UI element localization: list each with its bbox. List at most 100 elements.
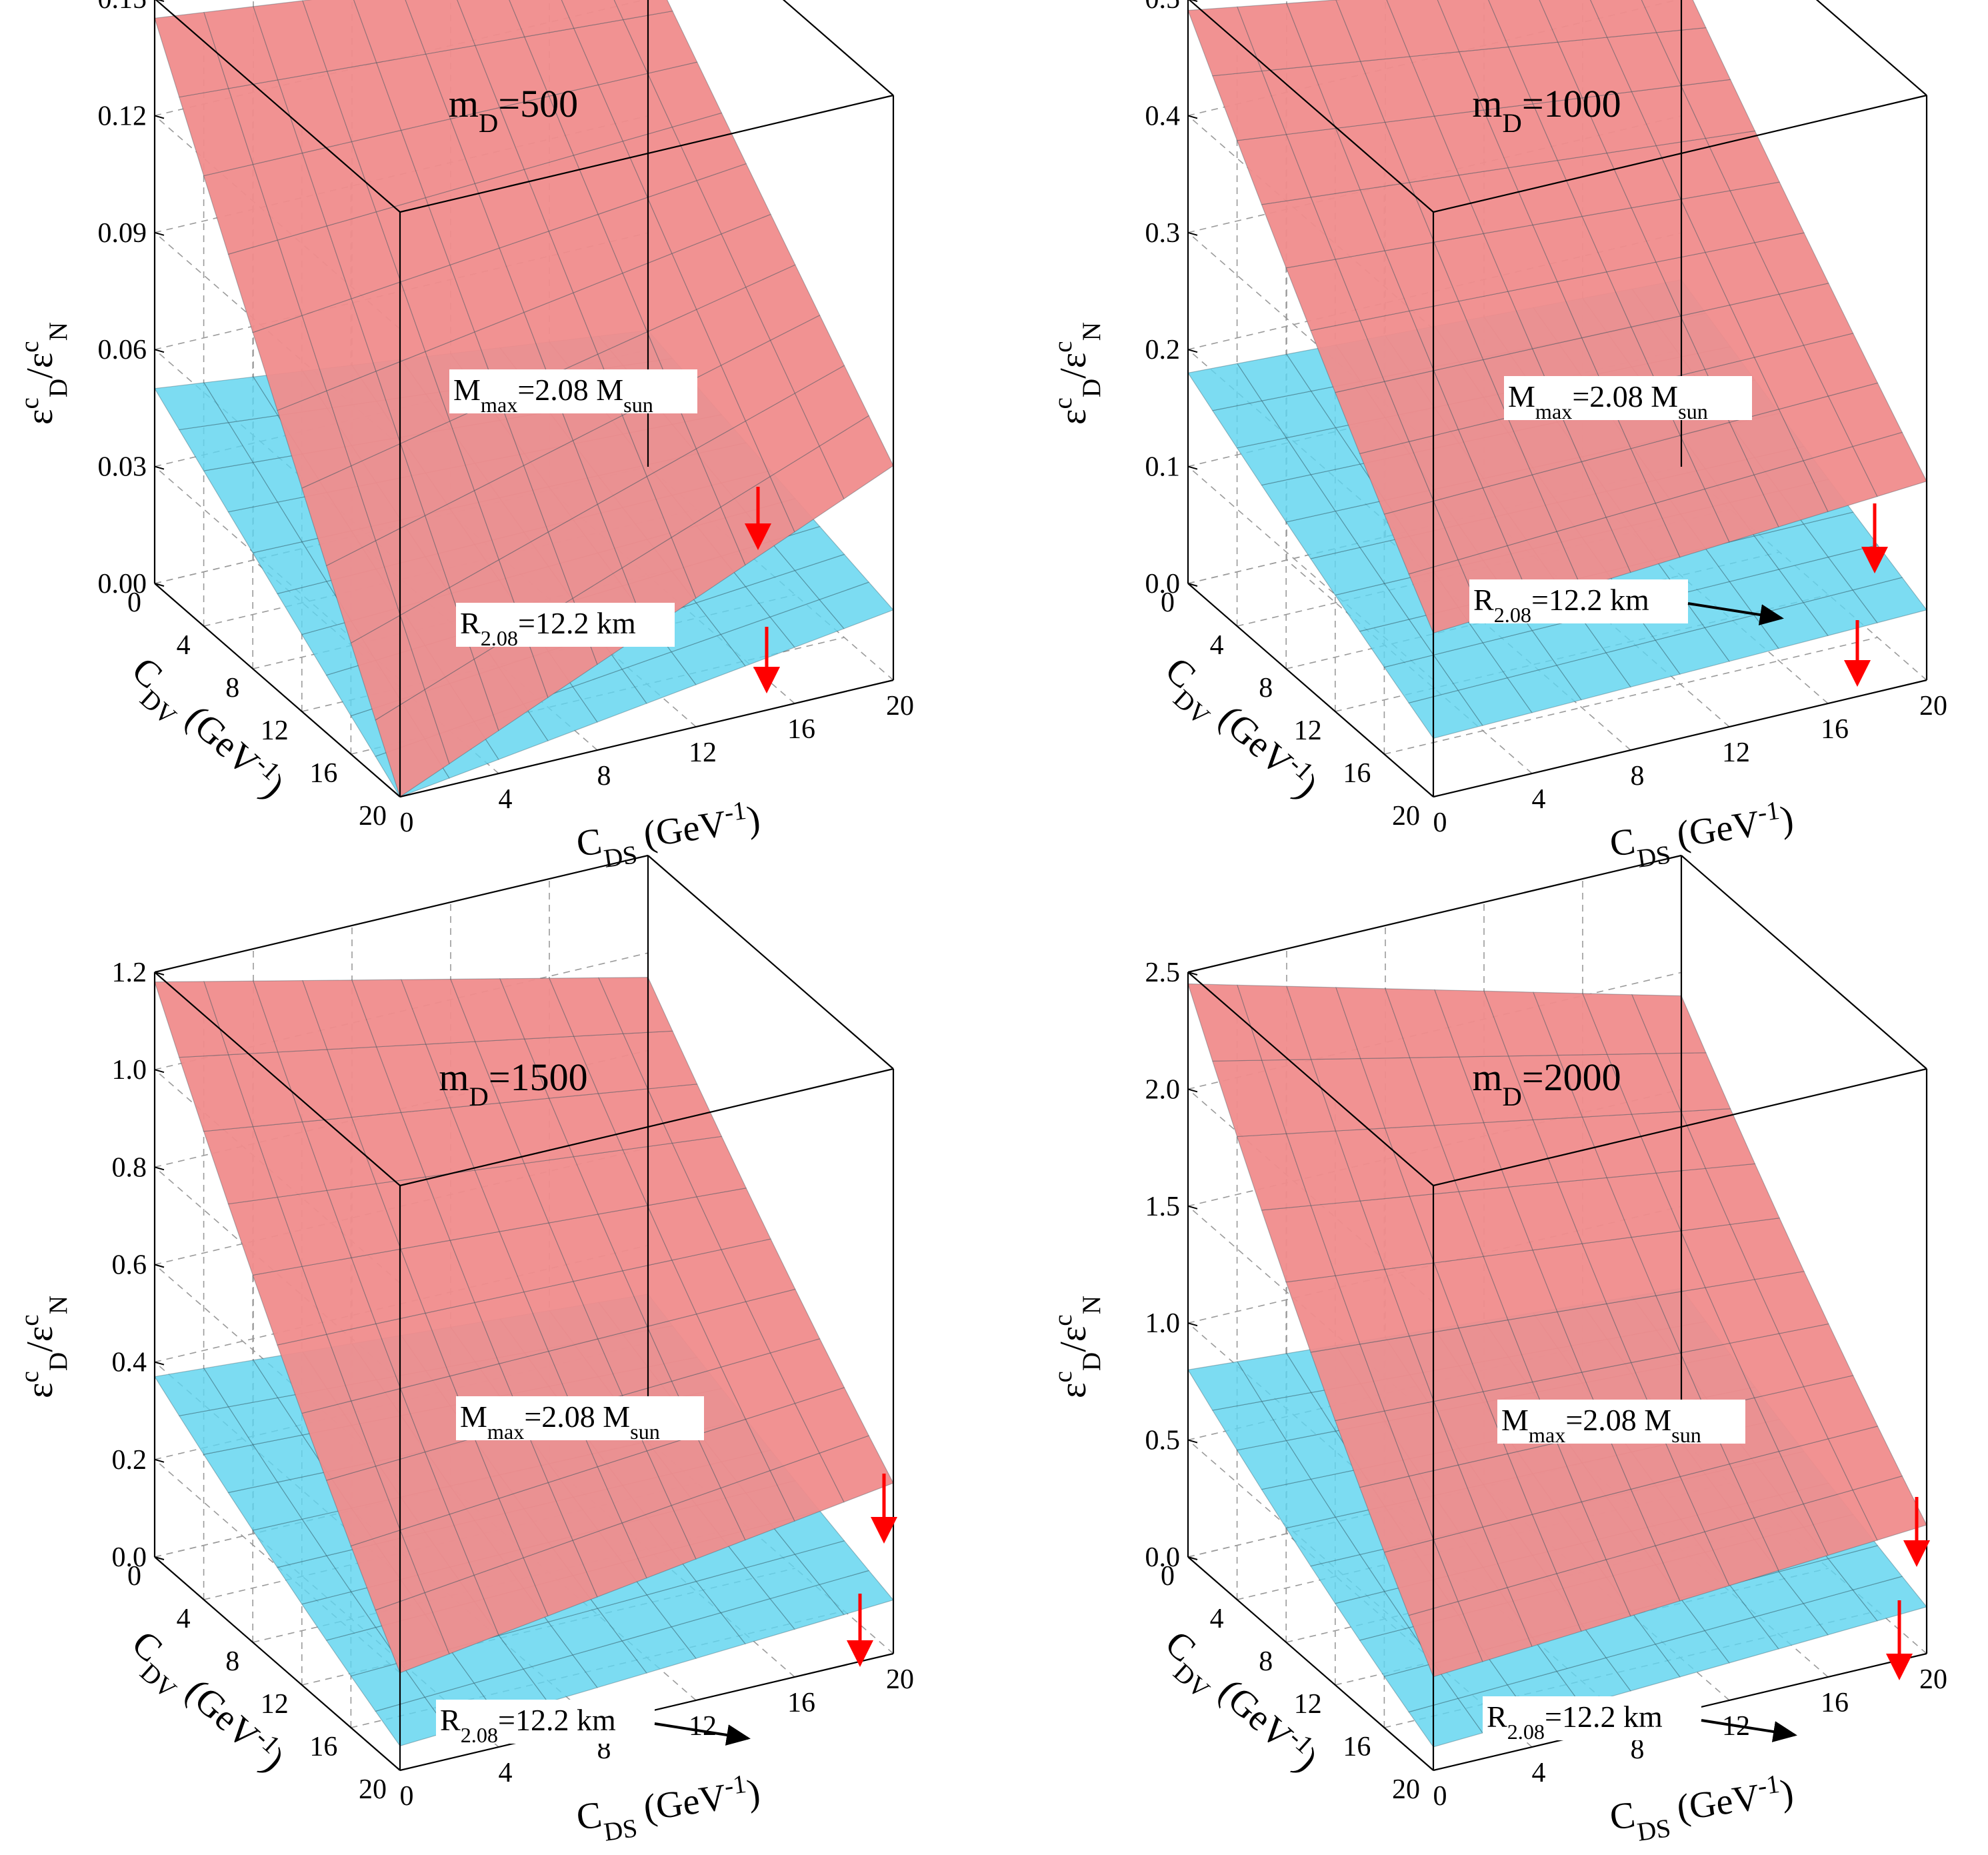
pointer-arrow (1687, 602, 1784, 625)
lower-label-box (1483, 1696, 1701, 1740)
lower-label-box (456, 603, 675, 647)
z-tick-label: 0.1 (1145, 452, 1181, 483)
chart-panel-1: 0.00 0.03 0.06 0.09 0.12 0.15 0 4 8 12 16 20 0 4 8 12 16… (15, 0, 914, 873)
cdv-tick-label: 20 (1392, 801, 1420, 831)
z-axis-label: εcD/εcN (1049, 322, 1106, 425)
surface-patch (1590, 0, 1657, 38)
chart-panel-4: 0.00.51.01.52.02.5048121620048121620εcD/… (1049, 854, 1947, 1850)
z-tick-mark (1187, 115, 1198, 119)
z-tick-label: 0.06 (98, 335, 147, 365)
z-tick-mark (1187, 231, 1198, 236)
box-edge (154, 583, 401, 797)
panel-title: mD=2000 (1472, 1056, 1621, 1112)
floor-gridline (1384, 637, 1878, 755)
upper-label-box (1497, 1400, 1745, 1444)
z-tick-mark (154, 972, 165, 976)
lower-surface-label: R2.08=12.2 km (1473, 583, 1649, 627)
cds-axis-label: CDS (GeV-1) (573, 1768, 764, 1850)
z-tick-mark (1187, 1088, 1198, 1093)
cds-tick-label: 4 (499, 1758, 513, 1788)
cdv-tick-label: 16 (1343, 1732, 1371, 1762)
lower-surface-label: R2.08=12.2 km (440, 1703, 616, 1747)
surface-patch (1386, 0, 1460, 57)
cds-axis-label: CDS (GeV-1) (1607, 1768, 1797, 1850)
cds-tick-label: 16 (787, 1688, 815, 1718)
cdv-tick-label: 16 (309, 1732, 337, 1762)
surface-patch (302, 0, 377, 72)
box-edge (1187, 854, 1682, 974)
surface-patch (613, 0, 673, 21)
upper-surface-label: Mmax=2.08 Msun (1501, 1403, 1701, 1447)
cdv-tick-label: 0 (127, 587, 141, 618)
z-tick-mark (154, 1361, 165, 1366)
cdv-tick-label: 4 (177, 1604, 191, 1634)
z-tick-mark (1187, 1556, 1198, 1560)
box-edge (782, 0, 894, 96)
box-edge (1815, 0, 1927, 96)
box-edges (1187, 0, 1928, 798)
z-tick-mark (154, 115, 165, 119)
surface-patch (1488, 0, 1559, 48)
z-axis-label: εcD/εcN (15, 322, 73, 425)
z-tick-mark (1187, 972, 1198, 976)
cdv-tick-label: 16 (309, 758, 337, 789)
z-axis-label: εcD/εcN (1049, 1296, 1106, 1398)
z-tick-mark (1187, 1205, 1198, 1210)
z-tick-label: 0.0 (112, 1542, 147, 1573)
z-tick-mark (154, 231, 165, 236)
z-tick-label: 0.8 (112, 1152, 147, 1183)
cds-tick-label: 8 (597, 761, 611, 791)
z-tick-mark (1187, 349, 1198, 353)
cds-tick-label: 20 (1919, 1664, 1947, 1695)
cds-tick-label: 8 (1631, 1734, 1645, 1765)
lower-label-box (436, 1700, 655, 1744)
cdv-tick-label: 8 (225, 1646, 239, 1677)
z-tick-mark (154, 583, 165, 587)
cdv-tick-label: 12 (261, 1689, 289, 1720)
upper-surface-label: Mmax=2.08 Msun (453, 373, 653, 417)
cds-tick-label: 20 (886, 1664, 914, 1695)
box-edge (1681, 855, 1927, 1070)
cdv-tick-label: 0 (1161, 1561, 1175, 1592)
cds-tick-label: 16 (1821, 714, 1849, 745)
upper-surface-label: Mmax=2.08 Msun (460, 1400, 660, 1444)
surface-patch (509, 0, 575, 37)
box-edge (154, 854, 649, 974)
cds-tick-label: 0 (400, 1781, 414, 1812)
upper-label-box (449, 369, 697, 413)
z-tick-label: 0.2 (1145, 335, 1181, 365)
z-tick-label: 1.2 (112, 958, 147, 988)
cds-tick-label: 0 (400, 807, 414, 838)
box-edge (1187, 583, 1434, 797)
z-tick-mark (154, 465, 165, 470)
cds-tick-label: 12 (689, 737, 717, 768)
surface-patch (1335, 0, 1411, 62)
box-edge (1188, 0, 1434, 213)
cdv-tick-label: 12 (1294, 715, 1322, 746)
pointer-arrow (654, 1722, 751, 1746)
cds-tick-label: 20 (1919, 691, 1947, 721)
box-edge (647, 855, 894, 1070)
z-tick-mark (1187, 1439, 1198, 1444)
panel-title: mD=1000 (1472, 82, 1621, 138)
surface-patch (405, 0, 476, 55)
z-tick-label: 0.2 (112, 1445, 147, 1476)
z-tick-mark (154, 1264, 165, 1268)
surface-patch (457, 0, 525, 46)
cdv-tick-label: 4 (1210, 630, 1224, 661)
z-tick-label: 0.5 (1145, 1426, 1181, 1456)
upper-label-box (1504, 376, 1752, 420)
cds-tick-label: 4 (1532, 784, 1546, 815)
chart-panel-2: 0.0 0.1 0.2 0.3 0.4 0.5 0 4 8 12 16 20 0 4 8 12 16 20 εcD/… (1049, 0, 1947, 873)
cdv-tick-label: 0 (1161, 587, 1175, 618)
cdv-tick-label: 20 (359, 801, 387, 831)
z-tick-mark (1190, 0, 1198, 2)
cdv-tick-label: 16 (1343, 758, 1371, 789)
cds-tick-label: 4 (1532, 1758, 1546, 1788)
cdv-tick-label: 20 (359, 1774, 387, 1805)
panel-title: mD=1500 (439, 1056, 587, 1112)
z-tick-label: 0.00 (98, 569, 147, 599)
z-tick-label: 0.3 (1145, 218, 1181, 249)
upper-surface (154, 977, 894, 1674)
